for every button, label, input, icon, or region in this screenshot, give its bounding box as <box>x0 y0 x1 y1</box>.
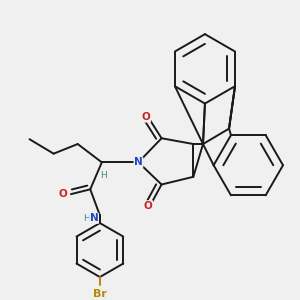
Text: N: N <box>134 157 143 167</box>
Text: Br: Br <box>93 290 107 299</box>
Text: O: O <box>142 112 151 122</box>
Text: O: O <box>59 189 68 199</box>
Text: H: H <box>100 171 107 180</box>
Text: O: O <box>144 201 152 211</box>
Text: H: H <box>83 214 90 223</box>
Text: N: N <box>90 213 98 223</box>
